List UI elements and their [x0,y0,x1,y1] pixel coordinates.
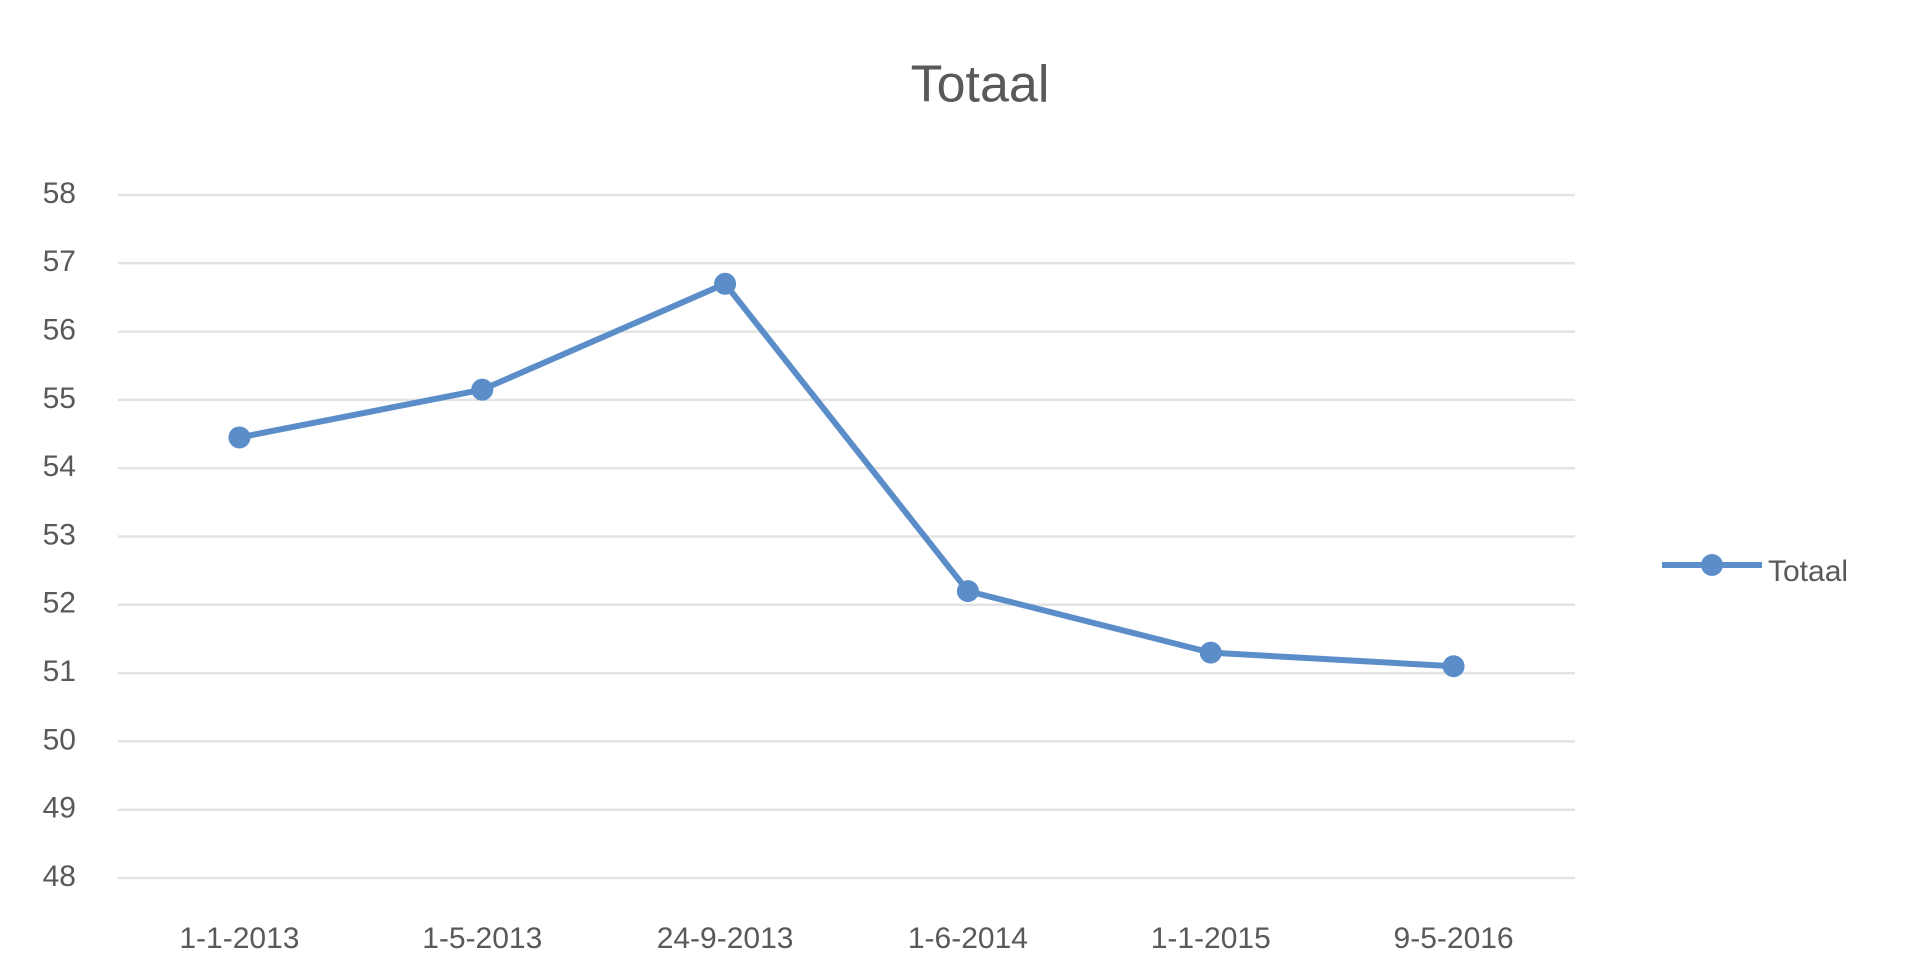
y-tick-label: 48 [43,860,76,893]
data-point [956,580,979,603]
x-tick-label: 9-5-2016 [1394,922,1514,955]
data-point [228,426,251,449]
data-point [1199,641,1222,664]
y-tick-label: 54 [43,450,76,483]
x-tick-label: 1-1-2013 [179,922,299,955]
y-tick-label: 52 [43,587,76,620]
x-tick-label: 1-5-2013 [422,922,542,955]
x-tick-label: 1-1-2015 [1151,922,1271,955]
y-tick-label: 56 [43,314,76,347]
y-tick-label: 51 [43,655,76,688]
y-tick-label: 57 [43,245,76,278]
y-tick-label: 58 [43,177,76,210]
y-tick-label: 50 [43,723,76,756]
legend-marker [1701,554,1723,576]
x-tick-label: 24-9-2013 [657,922,794,955]
legend-label: Totaal [1768,555,1848,588]
data-point [471,378,494,401]
chart-title: Totaal [911,56,1050,114]
data-point [1442,655,1465,678]
x-tick-label: 1-6-2014 [908,922,1028,955]
series-line [238,280,1454,670]
y-tick-label: 53 [43,518,76,551]
data-point [714,272,737,295]
y-tick-label: 55 [43,382,76,415]
y-tick-label: 49 [43,792,76,825]
